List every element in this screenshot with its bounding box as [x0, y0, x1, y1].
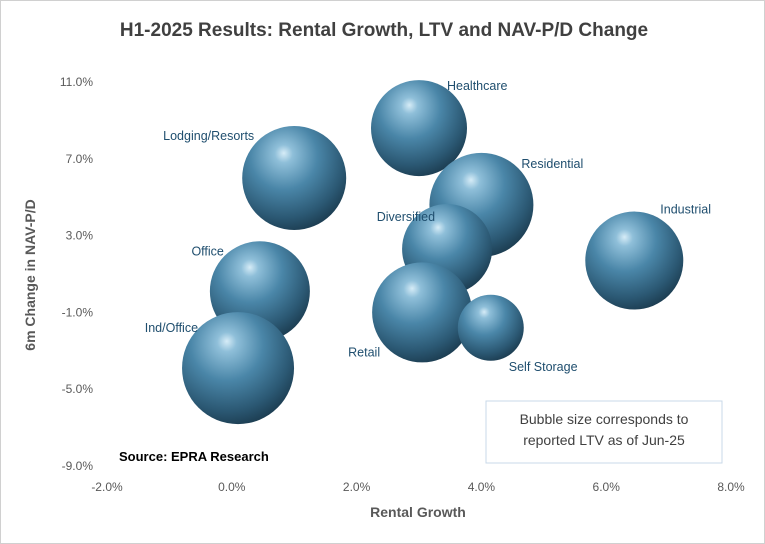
chart-title: H1-2025 Results: Rental Growth, LTV and …	[120, 20, 648, 41]
size-note-line-2: reported LTV as of Jun-25	[523, 432, 685, 448]
x-tick-label: 8.0%	[717, 480, 745, 494]
size-note-frame	[485, 400, 723, 464]
bubble-series	[182, 80, 684, 425]
x-axis-ticks: -2.0% 0.0% 2.0% 4.0% 6.0% 8.0%	[91, 480, 745, 494]
x-tick-label: -2.0%	[91, 480, 123, 494]
source-note: Source: EPRA Research	[119, 449, 269, 464]
bubble-label: Retail	[348, 345, 380, 359]
bubble-label: Healthcare	[447, 79, 507, 93]
y-tick-label: -1.0%	[62, 305, 94, 319]
size-note-line-1: Bubble size corresponds to	[520, 411, 689, 427]
bubble-labels: Healthcare Lodging/Resorts Residential Indu…	[145, 79, 711, 374]
y-axis-ticks: 11.0% 7.0% 3.0% -1.0% -5.0% -9.0%	[60, 75, 93, 473]
bubble	[372, 262, 473, 363]
y-tick-label: 3.0%	[66, 229, 94, 243]
y-tick-label: -9.0%	[62, 459, 94, 473]
y-tick-label: 11.0%	[60, 75, 93, 89]
bubble-label: Diversified	[377, 210, 435, 224]
bubble	[585, 211, 684, 310]
x-tick-label: 2.0%	[343, 480, 371, 494]
bubble	[371, 80, 467, 177]
bubble-label: Lodging/Resorts	[163, 129, 254, 143]
bubble-label: Self Storage	[509, 360, 578, 374]
bubble-label: Industrial	[660, 203, 711, 217]
y-tick-label: -5.0%	[62, 382, 94, 396]
x-tick-label: 4.0%	[468, 480, 496, 494]
x-tick-label: 6.0%	[593, 480, 621, 494]
bubble-label: Office	[191, 244, 223, 258]
y-axis-label: 6m Change in NAV-P/D	[22, 199, 38, 350]
bubble-label: Residential	[521, 157, 583, 171]
bubble	[457, 294, 524, 361]
x-tick-label: 0.0%	[218, 480, 246, 494]
bubble	[182, 312, 295, 425]
size-note-box: Bubble size corresponds to reported LTV …	[485, 400, 723, 464]
bubble-label: Ind/Office	[145, 321, 198, 335]
y-tick-label: 7.0%	[66, 152, 94, 166]
bubble	[242, 126, 347, 230]
x-axis-label: Rental Growth	[370, 504, 466, 520]
